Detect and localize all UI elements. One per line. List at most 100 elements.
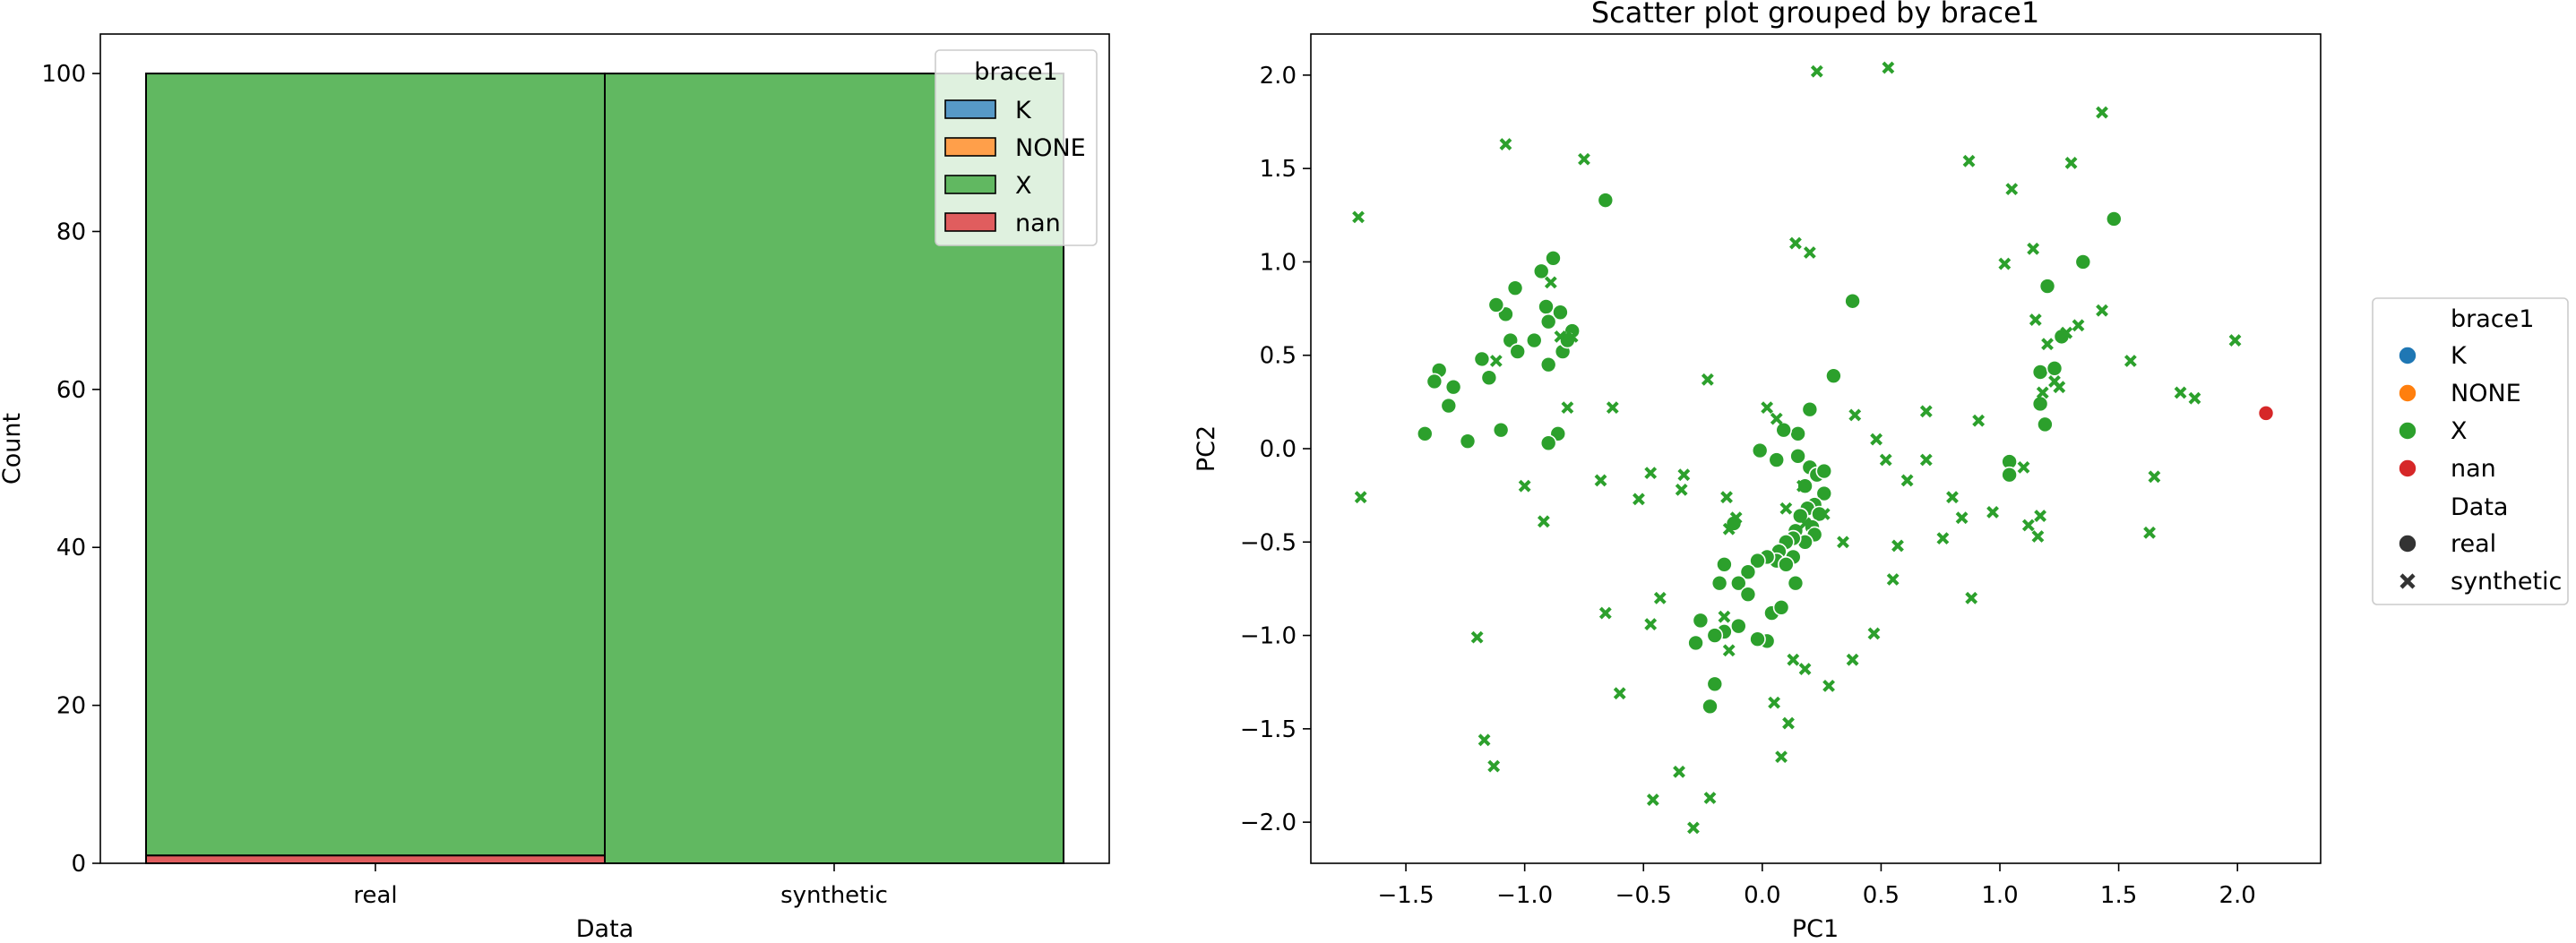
- point-real: [2105, 210, 2123, 227]
- histogram-bars: [145, 73, 1064, 865]
- point-synthetic: [1955, 511, 1969, 525]
- point-real: [1716, 556, 1733, 573]
- point-synthetic: [1677, 468, 1691, 482]
- point-real: [1552, 304, 1569, 321]
- point-real: [1532, 262, 1550, 280]
- point-synthetic: [1644, 467, 1658, 480]
- point-real: [1444, 378, 1462, 396]
- point-synthetic: [2034, 510, 2047, 522]
- point-synthetic: [1789, 236, 1802, 250]
- point-synthetic: [1499, 138, 1512, 150]
- point-synthetic: [1729, 511, 1743, 525]
- scatter-plot-area: [1311, 34, 2321, 863]
- point-real: [1440, 397, 1458, 415]
- point-real: [1789, 425, 1806, 442]
- point-real: [2001, 466, 2018, 484]
- point-synthetic: [1775, 750, 1788, 764]
- legend-box: [935, 49, 1098, 246]
- point-real: [2046, 360, 2063, 377]
- legend-marker-K: [2398, 346, 2417, 365]
- point-real: [1730, 617, 1747, 635]
- point-synthetic: [1598, 606, 1612, 620]
- point-synthetic: [1798, 517, 1812, 530]
- legend-box: [2372, 297, 2569, 605]
- scatter-axes-frame: [1310, 33, 2322, 864]
- point-synthetic: [2124, 355, 2137, 367]
- point-synthetic: [1561, 401, 1574, 415]
- point-synthetic: [1354, 491, 1367, 504]
- point-real: [1426, 373, 1443, 390]
- y-tick-label: 1.0: [1260, 249, 1297, 276]
- point-real: [1480, 369, 1498, 387]
- point-synthetic: [2036, 386, 2049, 399]
- point-synthetic: [2228, 334, 2242, 347]
- point-real: [1815, 484, 1833, 502]
- point-synthetic: [1782, 716, 1795, 730]
- point-real: [1492, 421, 1510, 439]
- y-tick-label: 1.5: [1260, 156, 1297, 183]
- y-tick-label: 0: [71, 851, 86, 878]
- point-real: [1539, 313, 1557, 330]
- point-real: [1545, 249, 1562, 267]
- point-synthetic: [1470, 630, 1484, 644]
- y-tick-label: 60: [56, 377, 86, 404]
- legend-marker-NONE: [2398, 383, 2417, 403]
- point-real: [1539, 356, 1557, 373]
- y-tick-label: 20: [56, 693, 86, 720]
- point-synthetic: [1796, 479, 1809, 493]
- legend-label: real: [2451, 530, 2496, 558]
- point-synthetic: [1803, 246, 1816, 259]
- y-tick-label: −2.0: [1240, 810, 1297, 836]
- point-synthetic: [1761, 401, 1774, 415]
- histogram-axes-frame: [99, 33, 1110, 864]
- point-real: [1739, 586, 1757, 603]
- point-synthetic: [1352, 210, 1365, 224]
- x-tick-label: 2.0: [2219, 882, 2256, 909]
- point-synthetic: [1848, 408, 1862, 422]
- point-real: [1706, 627, 1724, 644]
- point-synthetic: [1722, 644, 1736, 657]
- y-tick-label: 0.5: [1260, 343, 1297, 370]
- histogram-y-label: Count: [0, 413, 26, 484]
- point-synthetic: [1613, 687, 1626, 700]
- point-synthetic: [1946, 491, 1959, 504]
- point-synthetic: [1537, 515, 1550, 528]
- legend-swatch-K: [944, 99, 996, 119]
- legend-label: synthetic: [2451, 568, 2562, 596]
- point-synthetic: [1919, 405, 1933, 418]
- point-synthetic: [1646, 793, 1659, 807]
- point-real: [1459, 433, 1477, 450]
- point-real: [1416, 425, 1434, 442]
- point-synthetic: [2027, 242, 2040, 255]
- x-tick-label: real: [353, 882, 397, 909]
- legend-title: brace1: [974, 58, 1057, 86]
- point-synthetic: [1986, 505, 1999, 519]
- point-real: [1815, 462, 1833, 480]
- point-synthetic: [2041, 338, 2054, 351]
- point-synthetic: [1644, 618, 1658, 630]
- point-real: [1825, 367, 1842, 384]
- point-synthetic: [1867, 627, 1881, 640]
- point-synthetic: [2021, 519, 2035, 532]
- point-real: [2031, 364, 2049, 381]
- point-real: [1506, 279, 1524, 296]
- point-synthetic: [2029, 313, 2042, 327]
- point-real: [1687, 634, 1704, 652]
- y-tick-label: 0.0: [1260, 436, 1297, 463]
- y-tick-label: 40: [56, 535, 86, 562]
- legend-hue-title: brace1: [2451, 305, 2534, 333]
- scatter-y-ticks: −2.0 −1.5 −1.0 −0.5 0.0 0.5 1.0 1.5 2.0: [1240, 63, 1311, 836]
- bar-real-X: [145, 73, 606, 857]
- point-real: [1487, 296, 1505, 313]
- legend-marker-real: [2398, 534, 2417, 553]
- point-real: [1811, 505, 1828, 523]
- legend-label: K: [1015, 97, 1032, 124]
- point-synthetic: [1722, 522, 1736, 536]
- point-real: [1509, 343, 1527, 360]
- point-real: [1749, 552, 1766, 570]
- legend-label: NONE: [2451, 380, 2521, 407]
- scatter-chart: −2.0 −1.5 −1.0 −0.5 0.0 0.5 1.0 1.5 2.0 −1.5 −1.0…: [1193, 0, 2569, 943]
- point-synthetic: [1972, 414, 1986, 427]
- point-synthetic: [1701, 373, 1714, 386]
